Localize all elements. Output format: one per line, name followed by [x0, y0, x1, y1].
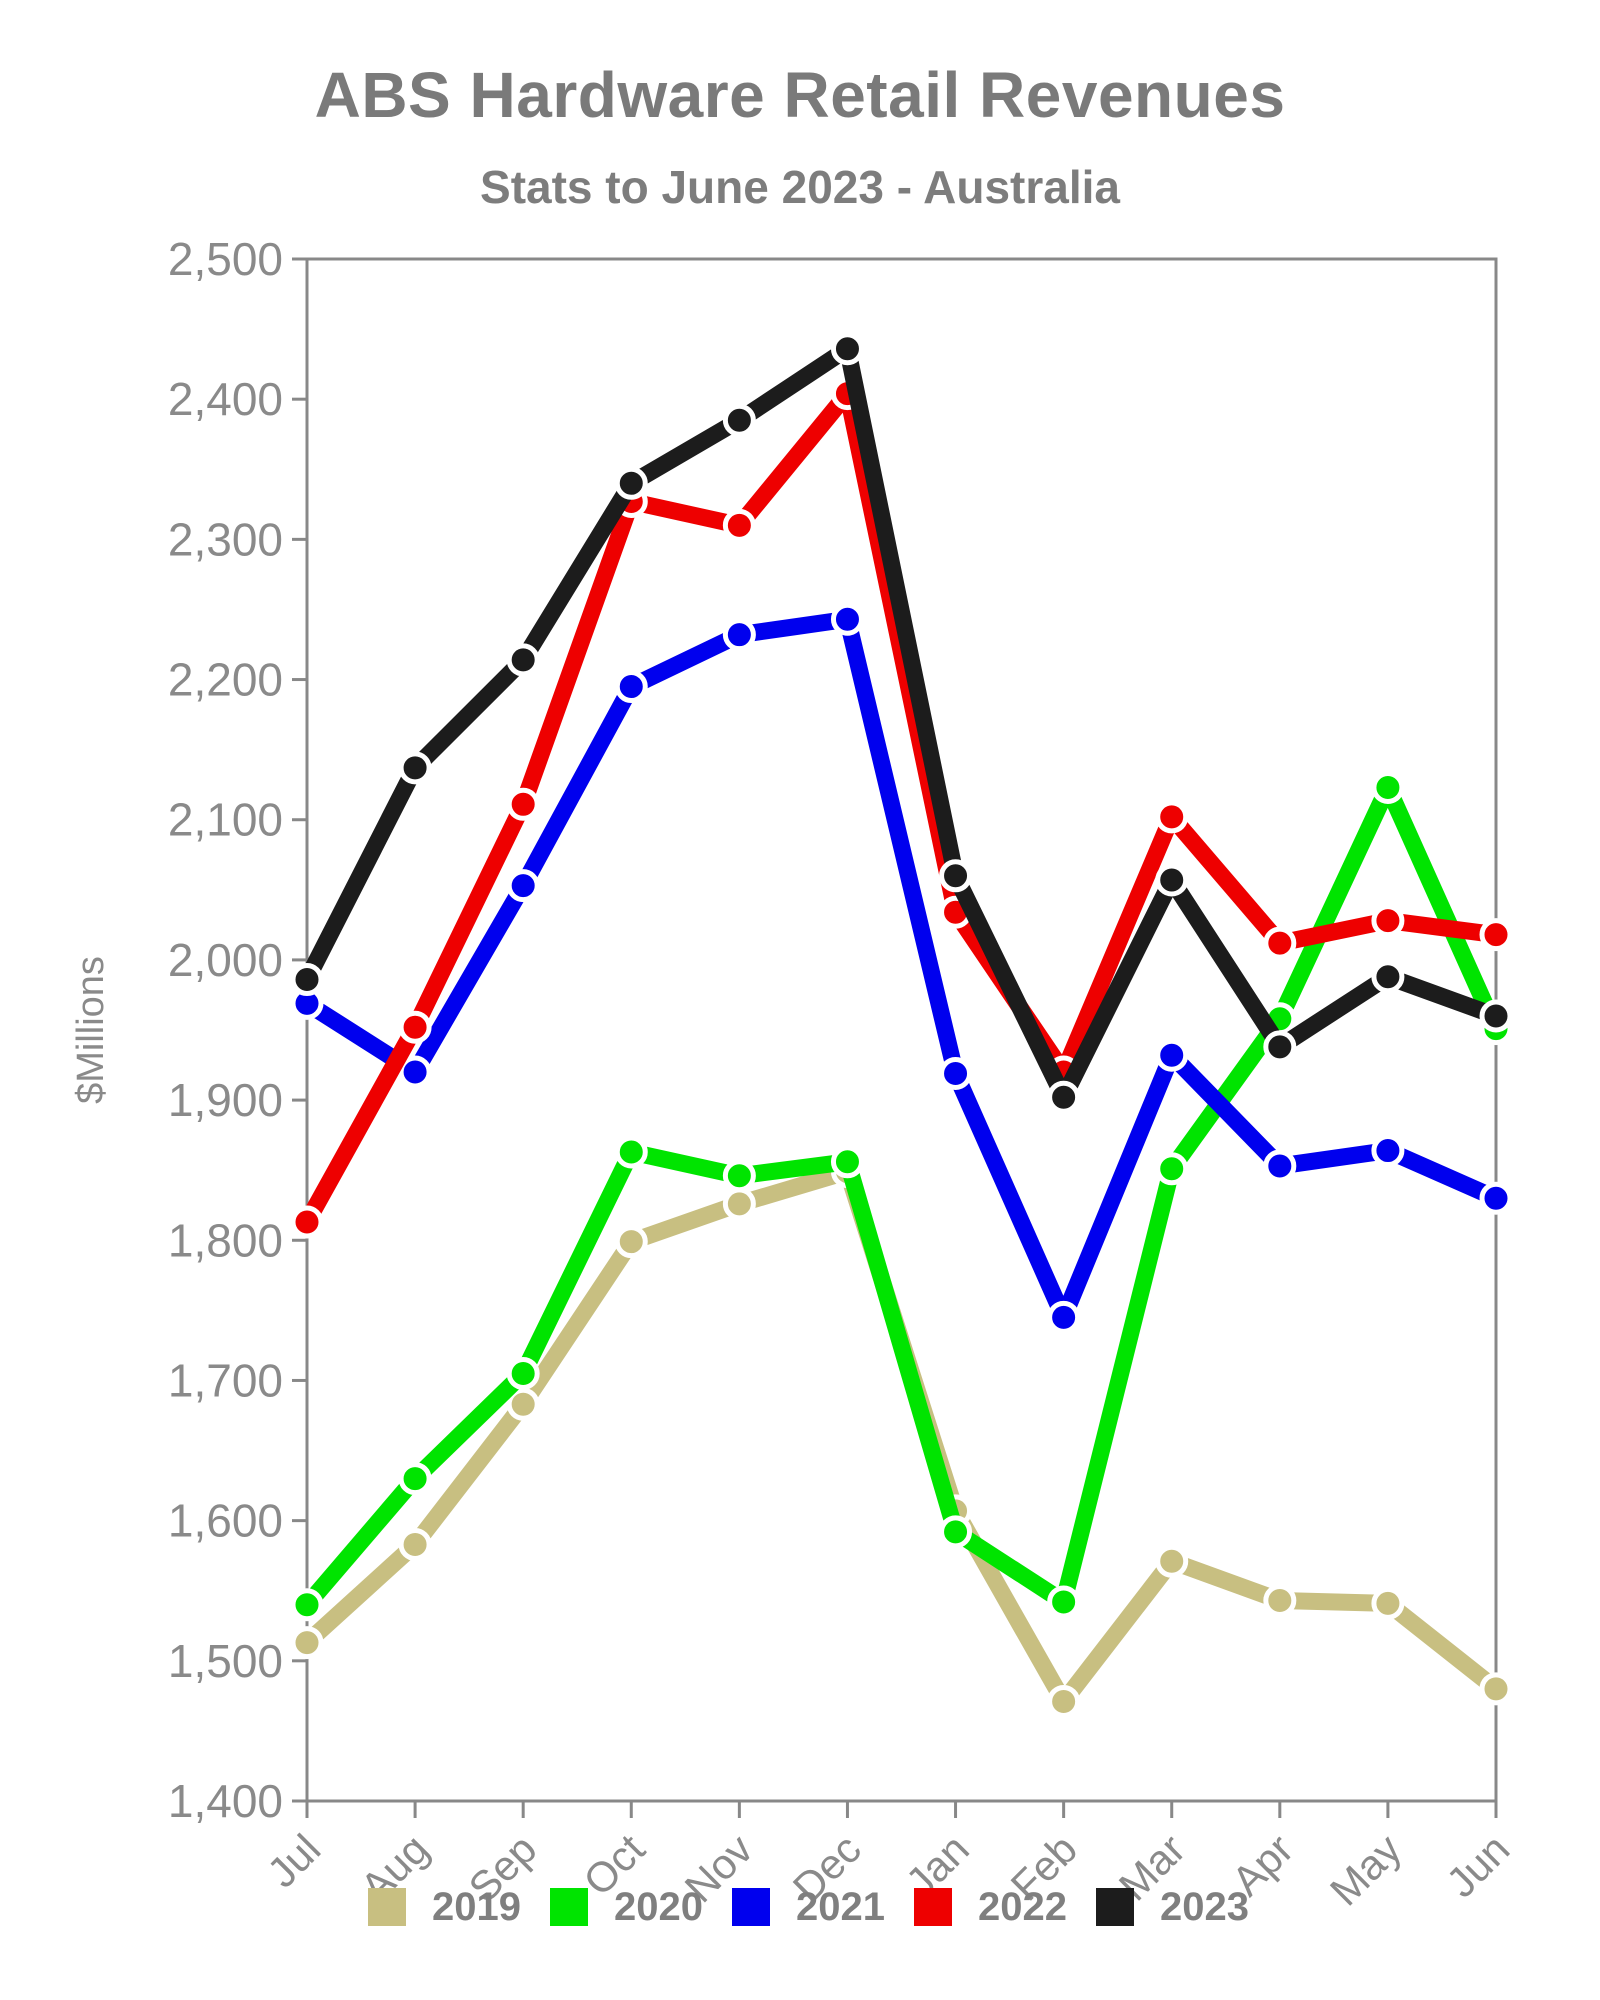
series-line-2023 [298, 340, 1505, 1106]
data-point-2019-Aug [398, 1527, 432, 1561]
y-tick-label: 2,500 [168, 233, 283, 285]
data-point-2023-Feb [1047, 1080, 1081, 1114]
legend-label-2021: 2021 [796, 1885, 885, 1929]
data-point-2021-Sep [506, 869, 540, 903]
y-tick-label: 1,600 [168, 1495, 283, 1547]
y-tick-label: 2,400 [168, 373, 283, 425]
page-title: ABS Hardware Retail Revenues [314, 59, 1286, 131]
legend-item-2019: 2019 [368, 1885, 550, 1929]
series-line-2021 [298, 610, 1505, 1326]
y-tick-label: 2,300 [168, 513, 283, 565]
chart-legend: 2019 2020 2021 2022 2023 [368, 1885, 1278, 1929]
legend-swatch-2023 [1096, 1888, 1134, 1926]
data-point-2023-Apr [1263, 1030, 1297, 1064]
y-tick-label: 1,800 [168, 1214, 283, 1266]
data-point-2019-Jul [290, 1626, 324, 1660]
data-point-2022-Sep [506, 787, 540, 821]
data-point-2021-Jan [939, 1056, 973, 1090]
data-point-2019-Nov [722, 1187, 756, 1221]
legend-item-2023: 2023 [1096, 1885, 1278, 1929]
legend-swatch-2022 [914, 1888, 952, 1926]
data-point-2019-Feb [1047, 1684, 1081, 1718]
x-tick-label: Jun [1437, 1825, 1518, 1906]
data-point-2022-Mar [1155, 800, 1189, 834]
legend-label-2023: 2023 [1160, 1885, 1249, 1929]
data-point-2020-Sep [506, 1356, 540, 1390]
data-point-2022-Apr [1263, 926, 1297, 960]
x-tick-label: Jul [258, 1825, 329, 1896]
data-point-2023-Dec [830, 332, 864, 366]
data-point-2022-Nov [722, 508, 756, 542]
data-point-2022-Jun [1479, 918, 1513, 952]
y-axis-label: $Millions [70, 956, 112, 1104]
legend-swatch-2021 [732, 1888, 770, 1926]
data-point-2021-Dec [830, 602, 864, 636]
data-point-2021-Mar [1155, 1038, 1189, 1072]
y-tick-label: 1,900 [168, 1074, 283, 1126]
legend-label-2020: 2020 [614, 1885, 703, 1929]
series-line-2020 [298, 778, 1505, 1614]
data-point-2020-Mar [1155, 1152, 1189, 1186]
legend-swatch-2020 [550, 1888, 588, 1926]
data-point-2023-Jul [290, 963, 324, 997]
y-tick-label: 1,500 [168, 1635, 283, 1687]
data-point-2019-Sep [506, 1387, 540, 1421]
data-point-2020-Aug [398, 1462, 432, 1496]
data-point-2020-Oct [614, 1135, 648, 1169]
legend-label-2022: 2022 [978, 1885, 1067, 1929]
series-line-2022 [298, 385, 1505, 1231]
data-point-2021-Feb [1047, 1300, 1081, 1334]
y-tick-label: 1,700 [168, 1354, 283, 1406]
data-point-2023-Aug [398, 751, 432, 785]
data-point-2019-Jun [1479, 1672, 1513, 1706]
data-point-2023-Nov [722, 403, 756, 437]
data-point-2022-Aug [398, 1010, 432, 1044]
data-point-2023-May [1371, 960, 1405, 994]
series-line-2019 [298, 1163, 1505, 1710]
data-point-2020-Jan [939, 1515, 973, 1549]
chart-subtitle: Stats to June 2023 - Australia [480, 161, 1120, 213]
data-point-2023-Oct [614, 466, 648, 500]
y-tick-label: 2,100 [168, 794, 283, 846]
data-point-2023-Jun [1479, 999, 1513, 1033]
data-point-2019-May [1371, 1586, 1405, 1620]
data-point-2019-Oct [614, 1225, 648, 1259]
data-point-2019-Mar [1155, 1544, 1189, 1578]
legend-item-2022: 2022 [914, 1885, 1096, 1929]
legend-label-2019: 2019 [432, 1885, 521, 1929]
x-tick-label: May [1321, 1825, 1410, 1914]
data-point-2021-Apr [1263, 1149, 1297, 1183]
data-point-2021-Oct [614, 670, 648, 704]
data-point-2021-Nov [722, 618, 756, 652]
data-point-2023-Mar [1155, 863, 1189, 897]
data-point-2020-May [1371, 770, 1405, 804]
y-tick-label: 2,200 [168, 654, 283, 706]
data-point-2020-Jul [290, 1588, 324, 1622]
data-point-2022-May [1371, 904, 1405, 938]
data-point-2019-Apr [1263, 1584, 1297, 1618]
data-point-2021-Aug [398, 1055, 432, 1089]
data-point-2021-Jun [1479, 1181, 1513, 1215]
data-point-2020-Feb [1047, 1585, 1081, 1619]
legend-swatch-2019 [368, 1888, 406, 1926]
data-point-2020-Nov [722, 1159, 756, 1193]
data-point-2022-Jul [290, 1205, 324, 1239]
y-tick-label: 1,400 [168, 1775, 283, 1827]
y-tick-label: 2,000 [168, 934, 283, 986]
data-point-2020-Dec [830, 1145, 864, 1179]
data-point-2023-Jan [939, 859, 973, 893]
legend-item-2020: 2020 [550, 1885, 732, 1929]
legend-item-2021: 2021 [732, 1885, 914, 1929]
data-point-2023-Sep [506, 643, 540, 677]
data-point-2021-May [1371, 1134, 1405, 1168]
